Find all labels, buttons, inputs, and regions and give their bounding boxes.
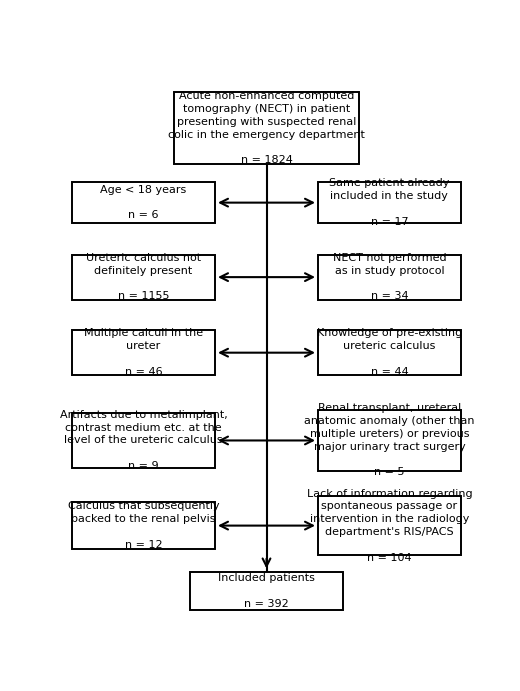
FancyBboxPatch shape — [318, 182, 461, 223]
FancyBboxPatch shape — [72, 502, 215, 549]
Text: Acute non-enhanced computed
tomography (NECT) in patient
presenting with suspect: Acute non-enhanced computed tomography (… — [168, 91, 365, 165]
Text: Ureteric calculus not
definitely present

n = 1155: Ureteric calculus not definitely present… — [86, 253, 201, 301]
FancyBboxPatch shape — [72, 182, 215, 223]
Text: Lack of information regarding
spontaneous passage or
intervention in the radiolo: Lack of information regarding spontaneou… — [307, 489, 472, 562]
FancyBboxPatch shape — [318, 496, 461, 556]
FancyBboxPatch shape — [72, 254, 215, 300]
FancyBboxPatch shape — [318, 410, 461, 471]
Text: NECT not performed
as in study protocol

n = 34: NECT not performed as in study protocol … — [333, 253, 446, 301]
FancyBboxPatch shape — [318, 254, 461, 300]
FancyBboxPatch shape — [72, 413, 215, 468]
FancyBboxPatch shape — [174, 92, 359, 164]
FancyBboxPatch shape — [318, 330, 461, 375]
Text: Multiple calculi in the
ureter

n = 46: Multiple calculi in the ureter n = 46 — [84, 328, 203, 377]
Text: Calculus that subsequently
backed to the renal pelvis

n = 12: Calculus that subsequently backed to the… — [68, 502, 219, 550]
Text: Included patients

n = 392: Included patients n = 392 — [218, 574, 315, 609]
Text: Same patient already
included in the study

n = 17: Same patient already included in the stu… — [329, 178, 450, 227]
Text: Knowledge of pre-existing
ureteric calculus

n = 44: Knowledge of pre-existing ureteric calcu… — [317, 328, 462, 377]
FancyBboxPatch shape — [72, 330, 215, 375]
FancyBboxPatch shape — [190, 572, 343, 610]
Text: Artifacts due to metalimplant,
contrast medium etc. at the
level of the ureteric: Artifacts due to metalimplant, contrast … — [60, 410, 227, 471]
Text: Renal transplant, ureteral
anatomic anomaly (other than
multiple ureters) or pre: Renal transplant, ureteral anatomic anom… — [304, 404, 475, 477]
Text: Age < 18 years

n = 6: Age < 18 years n = 6 — [100, 184, 187, 220]
